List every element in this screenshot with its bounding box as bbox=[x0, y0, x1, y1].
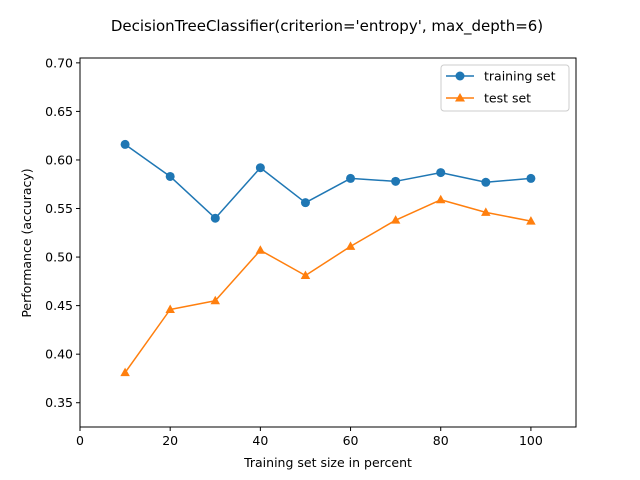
y-tick-label: 0.70 bbox=[45, 55, 73, 70]
x-tick-label: 0 bbox=[76, 433, 84, 448]
legend: training set test set bbox=[440, 64, 570, 112]
x-tick-label: 20 bbox=[162, 433, 178, 448]
data-point-test-set bbox=[345, 241, 356, 250]
y-tick-label: 0.35 bbox=[45, 395, 73, 410]
plot-area bbox=[80, 58, 576, 427]
data-point-test-set bbox=[120, 367, 130, 377]
data-point-training-set bbox=[526, 173, 536, 183]
chart-title: DecisionTreeClassifier(criterion='entrop… bbox=[111, 17, 543, 36]
data-point-training-set bbox=[391, 176, 401, 186]
plot-frame bbox=[79, 57, 577, 428]
data-point-training-set bbox=[165, 171, 175, 181]
data-point-training-set bbox=[300, 198, 310, 208]
data-point-training-set bbox=[346, 173, 356, 183]
data-point-training-set bbox=[120, 139, 130, 149]
x-tick-label: 100 bbox=[519, 433, 543, 448]
y-axis-ticks: 0.35 0.40 0.45 0.50 0.55 0.60 0.65 0.70 bbox=[45, 55, 80, 410]
legend-marker-test bbox=[455, 93, 465, 102]
data-point-training-set bbox=[436, 168, 446, 178]
y-tick-label: 0.45 bbox=[45, 298, 73, 313]
y-tick-label: 0.65 bbox=[45, 104, 73, 119]
legend-label-training: training set bbox=[484, 69, 556, 84]
data-point-test-set bbox=[481, 207, 491, 216]
series-line-training-set bbox=[124, 143, 531, 219]
y-tick-label: 0.55 bbox=[45, 201, 73, 216]
x-tick-label: 60 bbox=[343, 433, 359, 448]
series-layer bbox=[120, 139, 536, 377]
legend-marker-training bbox=[455, 71, 465, 81]
y-tick-label: 0.60 bbox=[45, 152, 73, 167]
series-line-test-set bbox=[124, 199, 532, 374]
data-point-test-set bbox=[165, 304, 175, 314]
data-point-training-set bbox=[481, 177, 491, 187]
y-tick-label: 0.50 bbox=[45, 250, 73, 265]
data-point-test-set bbox=[210, 295, 221, 305]
y-axis-label: Performance (accuracy) bbox=[19, 168, 34, 317]
data-point-training-set bbox=[255, 163, 265, 173]
data-point-test-set bbox=[300, 270, 311, 280]
data-point-test-set bbox=[435, 194, 446, 204]
x-axis-ticks: 0 20 40 60 80 100 bbox=[76, 427, 543, 448]
x-tick-label: 40 bbox=[252, 433, 268, 448]
data-point-test-set bbox=[390, 215, 401, 224]
data-point-training-set bbox=[210, 213, 220, 223]
data-point-test-set bbox=[255, 245, 266, 254]
x-tick-label: 80 bbox=[433, 433, 449, 448]
data-point-test-set bbox=[526, 216, 536, 225]
x-axis-label: Training set size in percent bbox=[243, 455, 412, 470]
y-tick-label: 0.40 bbox=[45, 347, 73, 362]
legend-label-test: test set bbox=[484, 91, 531, 106]
